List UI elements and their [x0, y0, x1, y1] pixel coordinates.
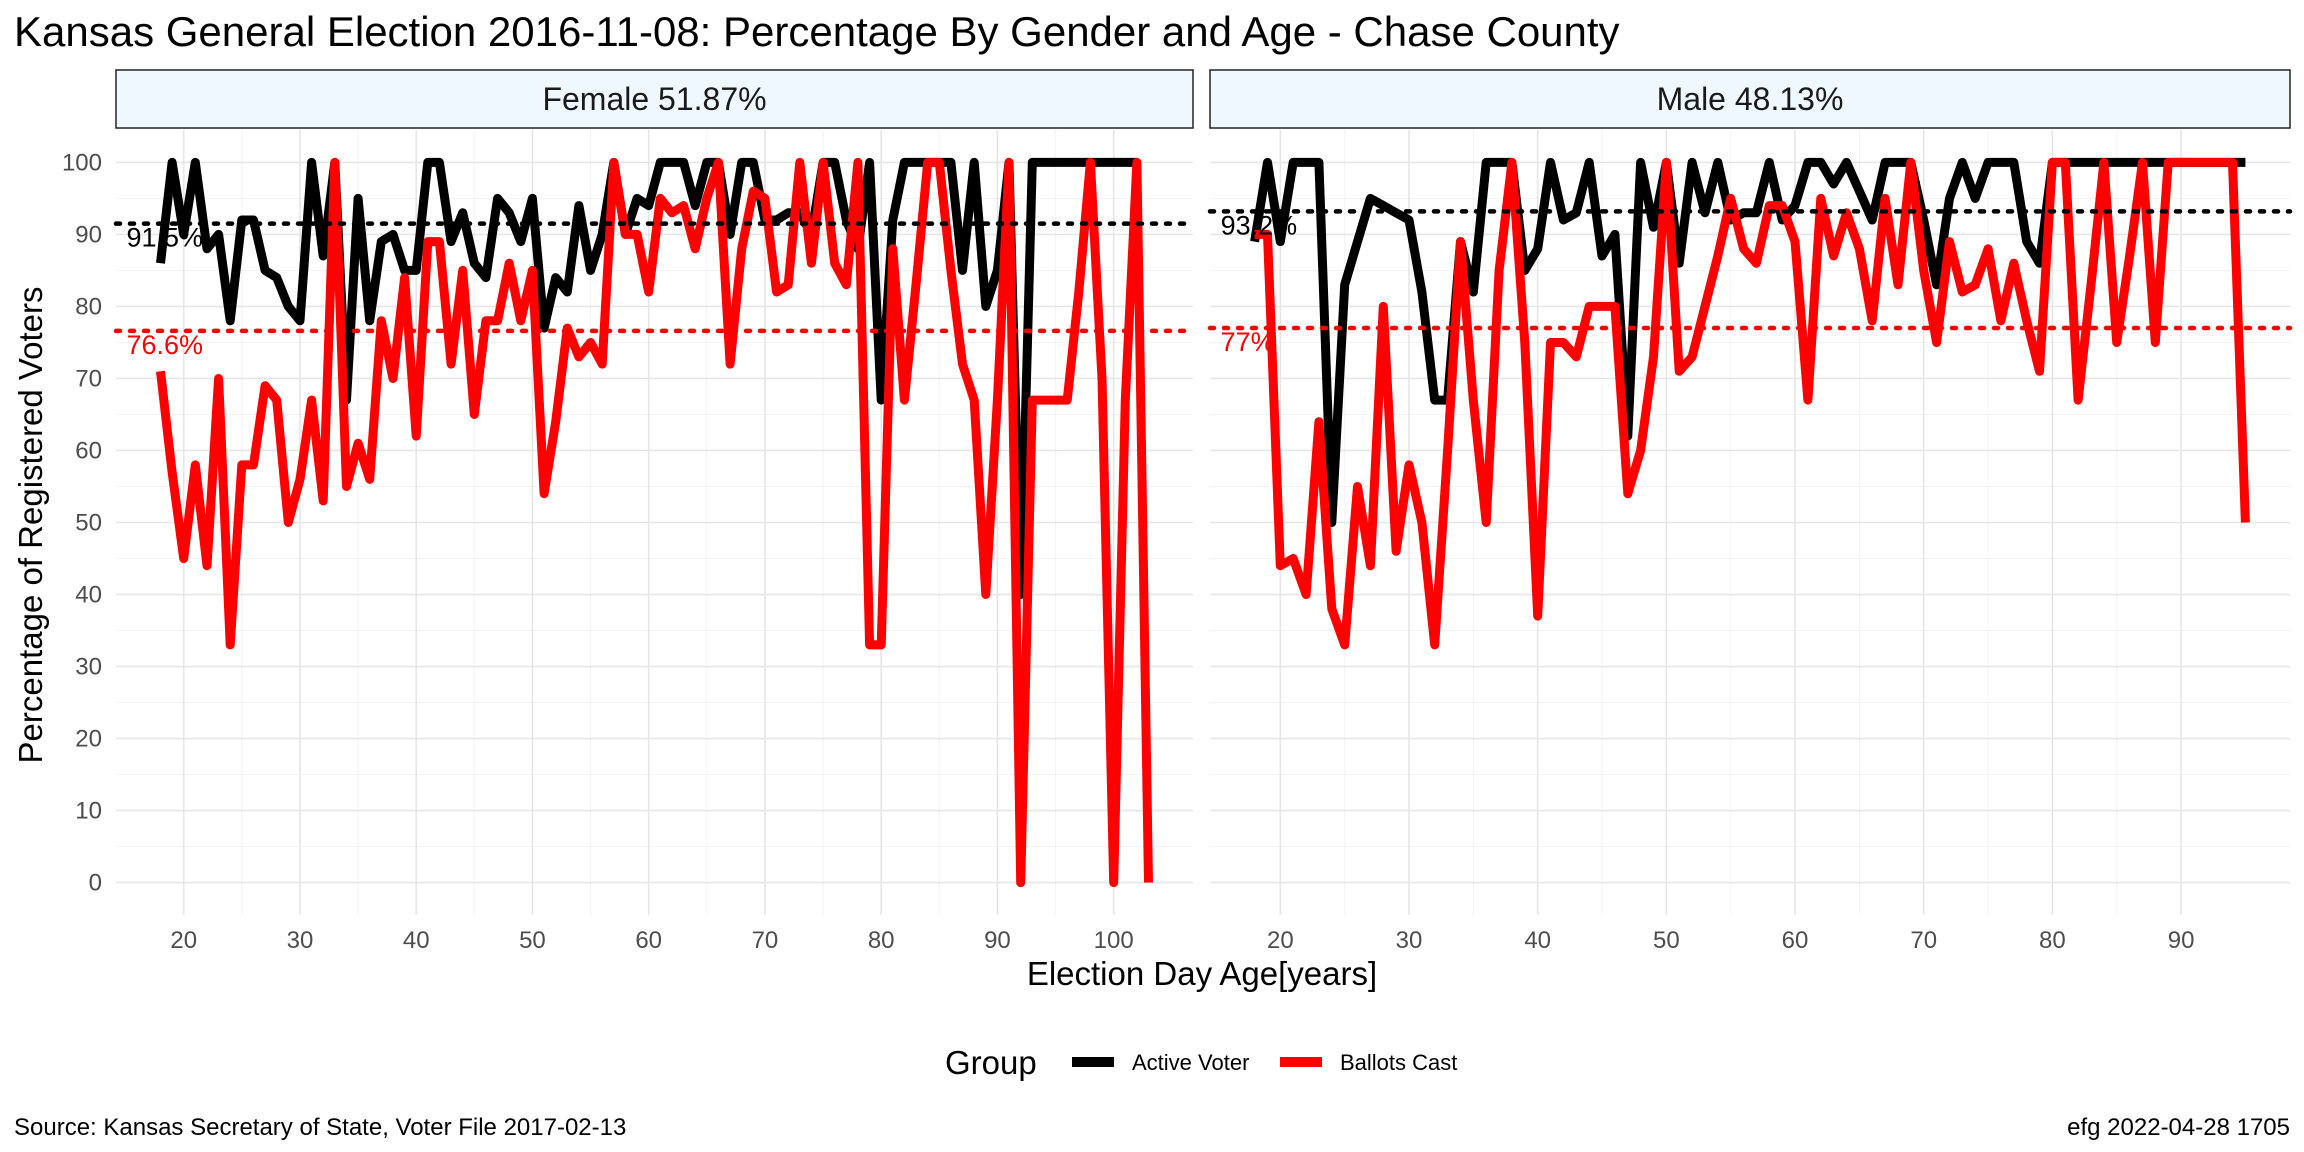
series-line-active-voter [156, 157, 1137, 599]
series-line-ballots-cast [1254, 157, 2250, 650]
panel-strip [115, 69, 1194, 129]
y-tick-label: 50 [75, 510, 102, 537]
series-line-ballots-cast [156, 157, 1153, 888]
x-tick-label: 70 [1910, 927, 1937, 954]
y-tick-label: 10 [75, 798, 102, 825]
y-tick-label: 60 [75, 437, 102, 464]
x-tick-label: 80 [2039, 927, 2066, 954]
x-tick-label: 70 [752, 927, 779, 954]
legend: Group Active Voter Ballots Cast [945, 1044, 1457, 1081]
mean-label-active: 93.2% [1221, 210, 1298, 240]
mean-label-active: 91.5% [126, 223, 203, 253]
x-tick-label: 20 [170, 927, 197, 954]
x-tick-label: 30 [1396, 927, 1423, 954]
series-line-active-voter [1250, 157, 2246, 527]
x-tick-label: 30 [287, 927, 314, 954]
panels-layer: Female 51.87% 0 10 20 30 40 50 60 70 80 90 100 20 30 4… [62, 69, 2293, 954]
source-caption: Source: Kansas Secretary of State, Voter… [14, 1114, 627, 1141]
x-tick-label: 100 [1094, 927, 1134, 954]
panel-female: Female 51.87% 0 10 20 30 40 50 60 70 80 90 100 20 30 4… [62, 69, 1196, 954]
y-tick-label: 40 [75, 582, 102, 609]
y-tick-label: 0 [89, 870, 102, 897]
legend-title: Group [945, 1044, 1037, 1081]
y-axis-title: Percentage of Registered Voters [12, 287, 49, 764]
legend-label-ballots-cast: Ballots Cast [1340, 1050, 1457, 1075]
x-tick-label: 60 [1782, 927, 1809, 954]
x-tick-label: 80 [868, 927, 895, 954]
x-tick-label: 90 [984, 927, 1011, 954]
y-tick-label: 20 [75, 726, 102, 753]
mean-label-ballots: 76.6% [126, 330, 203, 360]
panel-strip-label: Female 51.87% [542, 81, 766, 117]
y-tick-label: 70 [75, 365, 102, 392]
x-tick-label: 40 [1524, 927, 1551, 954]
x-tick-label: 60 [635, 927, 662, 954]
y-tick-label: 90 [75, 221, 102, 248]
y-tick-label: 30 [75, 654, 102, 681]
panel-strip-label: Male 48.13% [1657, 81, 1844, 117]
x-axis-title: Election Day Age[years] [1027, 955, 1377, 992]
chart-title: Kansas General Election 2016-11-08: Perc… [14, 8, 1620, 55]
y-tick-label: 100 [62, 149, 102, 176]
x-tick-label: 40 [403, 927, 430, 954]
y-tick-label: 80 [75, 293, 102, 320]
x-tick-label: 50 [1653, 927, 1680, 954]
panel-strip [1209, 69, 2291, 129]
mean-label-ballots: 77% [1221, 327, 1275, 357]
x-tick-label: 20 [1267, 927, 1294, 954]
legend-label-active-voter: Active Voter [1132, 1050, 1249, 1075]
panel-male: Male 48.13% 20 30 40 50 60 70 80 90 93.2% 77% [1207, 69, 2293, 954]
author-stamp: efg 2022-04-28 1705 [2067, 1114, 2290, 1141]
x-tick-label: 50 [519, 927, 546, 954]
x-tick-label: 90 [2168, 927, 2195, 954]
